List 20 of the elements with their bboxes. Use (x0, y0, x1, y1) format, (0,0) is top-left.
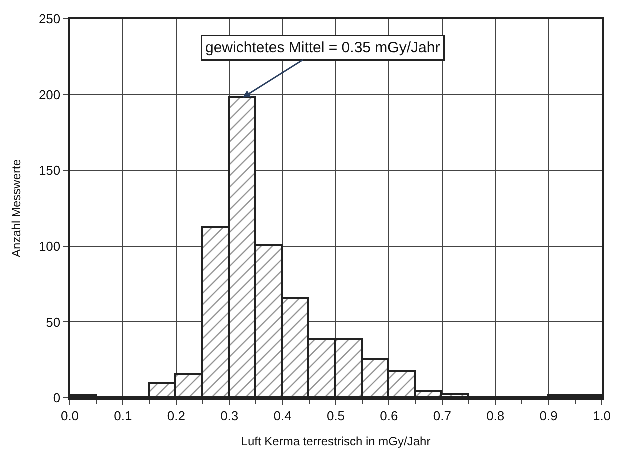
y-axis-title: Anzahl Messwerte (10, 159, 24, 258)
y-tick-label: 50 (46, 314, 61, 330)
x-tick-label: 0.2 (167, 408, 186, 424)
y-tick-label: 100 (38, 238, 61, 254)
x-tick-label: 0.7 (433, 408, 452, 424)
x-tick-label: 0.0 (60, 408, 80, 424)
y-tick-label: 250 (38, 12, 61, 27)
x-tick-label: 0.8 (486, 408, 505, 424)
x-tick-label: 0.3 (220, 408, 239, 424)
x-tick-label: 1.0 (592, 408, 612, 424)
y-tick-label: 200 (38, 87, 61, 102)
x-tick-label: 0.9 (540, 408, 558, 424)
y-tick-label: 150 (38, 163, 61, 178)
y-tick-label: 0 (53, 390, 61, 406)
x-axis-title: Luft Kerma terrestrisch in mGy/Jahr (241, 434, 431, 449)
x-tick-label: 0.1 (114, 408, 132, 424)
x-tick-label: 0.6 (380, 408, 398, 424)
annotation: gewichtetes Mittel = 0.35 mGy/Jahr (206, 40, 440, 56)
x-tick-label: 0.5 (326, 408, 346, 424)
x-tick-label: 0.4 (274, 408, 292, 424)
